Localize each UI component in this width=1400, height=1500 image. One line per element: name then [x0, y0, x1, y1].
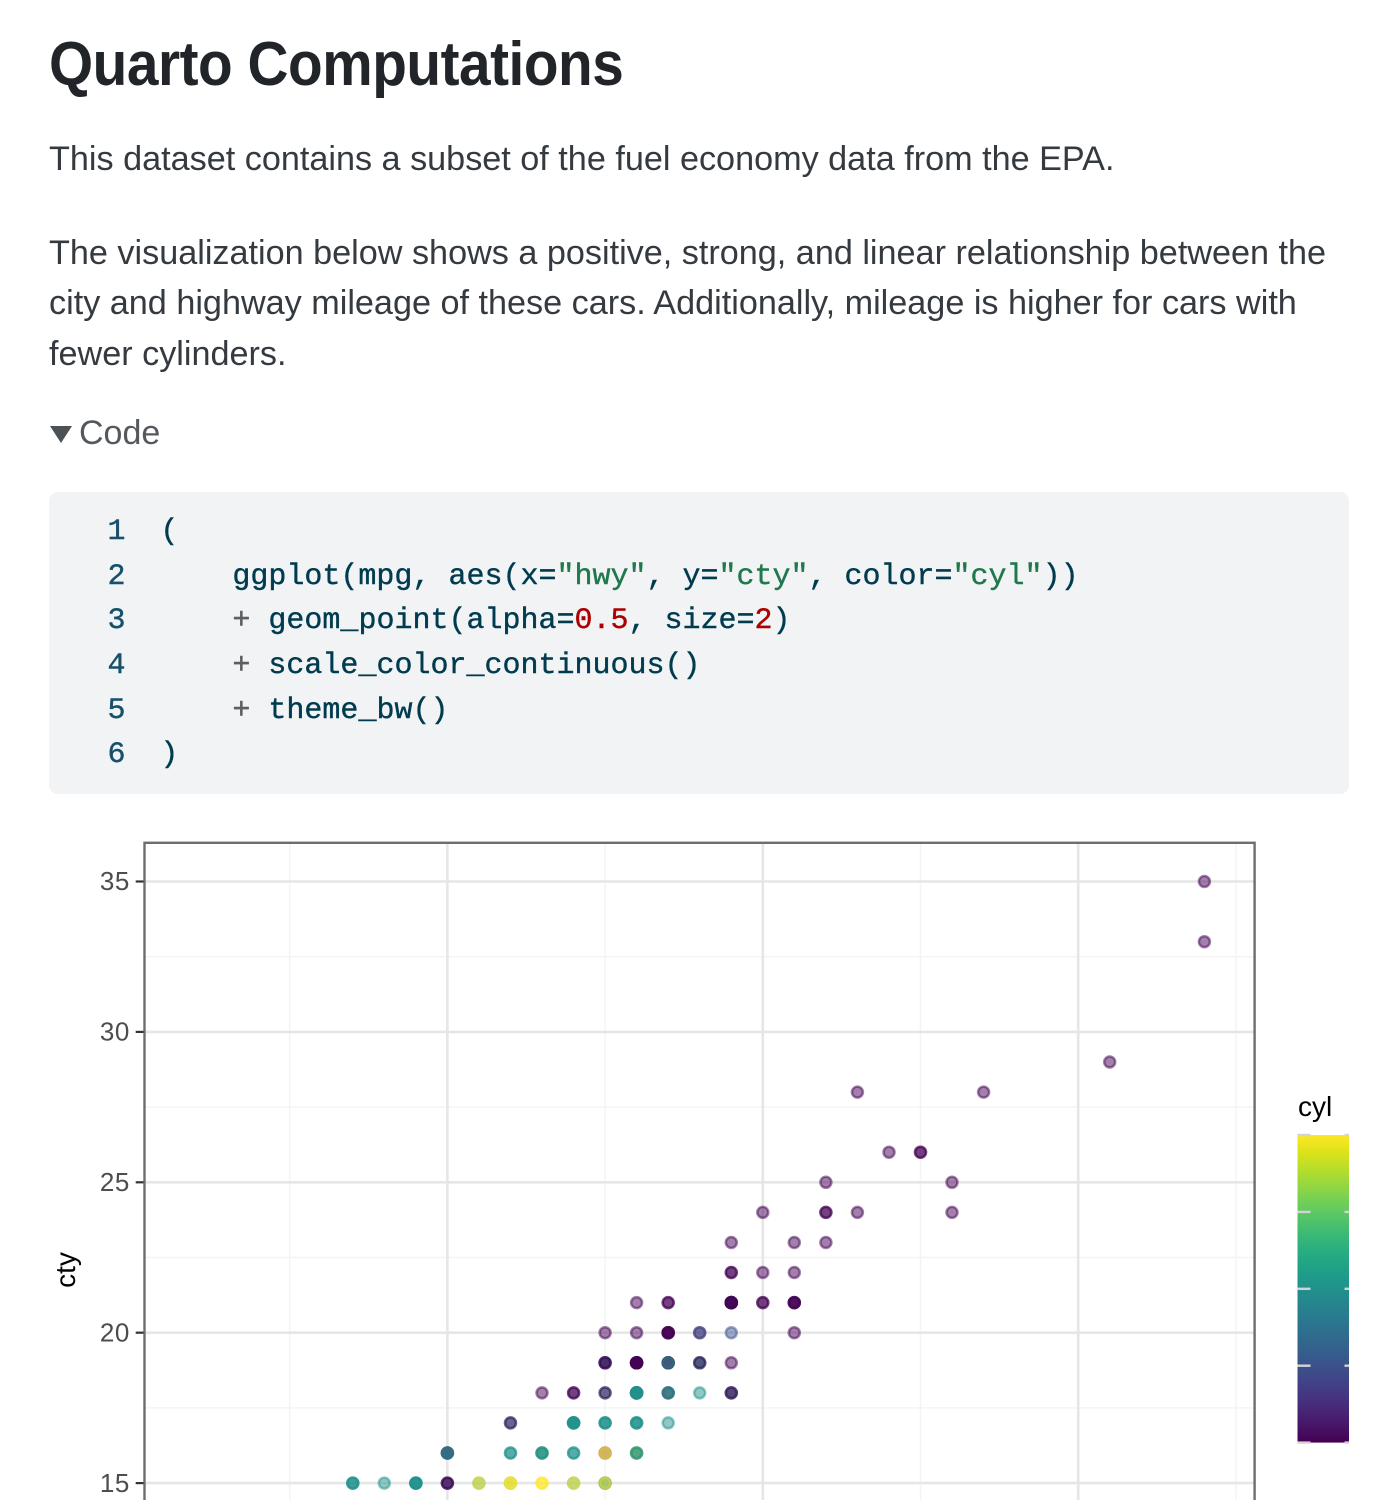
svg-text:25: 25 — [100, 1167, 130, 1197]
svg-text:30: 30 — [100, 1017, 130, 1047]
svg-text:15: 15 — [100, 1468, 130, 1498]
svg-text:cyl: cyl — [1298, 1091, 1332, 1122]
svg-text:cty: cty — [50, 1252, 81, 1288]
svg-text:35: 35 — [100, 866, 130, 896]
svg-text:20: 20 — [100, 1317, 130, 1347]
